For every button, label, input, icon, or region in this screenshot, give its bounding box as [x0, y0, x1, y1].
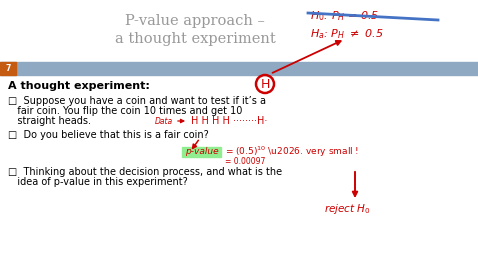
FancyBboxPatch shape	[183, 147, 221, 158]
Text: H H H H ········H·: H H H H ········H·	[191, 116, 267, 126]
Text: Data: Data	[155, 116, 173, 126]
Text: fair coin. You flip the coin 10 times and get 10: fair coin. You flip the coin 10 times an…	[8, 106, 242, 116]
Text: idea of p-value in this experiment?: idea of p-value in this experiment?	[8, 177, 188, 187]
Bar	[0, 62, 478, 75]
Text: reject H$_0$: reject H$_0$	[325, 202, 371, 216]
Text: straight heads.: straight heads.	[8, 116, 91, 126]
Text: p-value: p-value	[185, 147, 219, 157]
Text: H$_a$: P$_H$ $\neq$ 0.5: H$_a$: P$_H$ $\neq$ 0.5	[310, 27, 384, 41]
Text: □  Suppose you have a coin and want to test if it’s a: □ Suppose you have a coin and want to te…	[8, 96, 266, 106]
Text: = (0.5)$^{10}$ \u2026. very small !: = (0.5)$^{10}$ \u2026. very small !	[225, 145, 359, 159]
Text: a thought experiment: a thought experiment	[115, 32, 275, 46]
Text: 7: 7	[5, 64, 11, 73]
Text: = 0.00097: = 0.00097	[225, 157, 265, 165]
Text: H$_0$: P$_H$ = 0.5: H$_0$: P$_H$ = 0.5	[310, 9, 380, 23]
Bar	[0, 62, 16, 75]
Text: □  Thinking about the decision process, and what is the: □ Thinking about the decision process, a…	[8, 167, 282, 177]
Text: □  Do you believe that this is a fair coin?: □ Do you believe that this is a fair coi…	[8, 130, 209, 140]
Text: A thought experiment:: A thought experiment:	[8, 81, 150, 91]
Text: H: H	[261, 77, 270, 90]
Text: P-value approach –: P-value approach –	[125, 14, 265, 28]
